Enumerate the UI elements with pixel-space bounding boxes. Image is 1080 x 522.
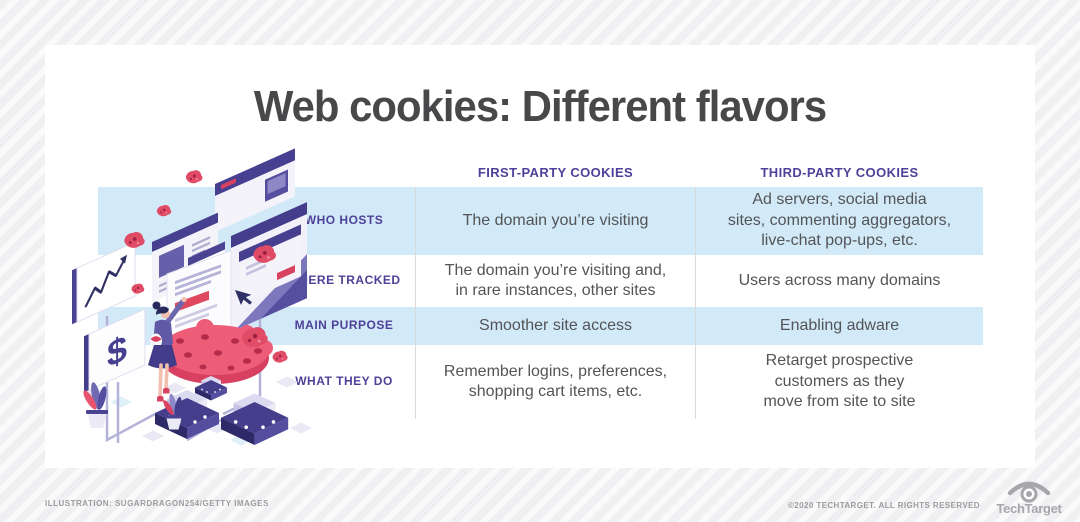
row-label-where-tracked: WHERE TRACKED: [287, 273, 401, 288]
cell-who-hosts-first-party: The domain you’re visiting: [415, 187, 696, 255]
techtarget-logo: TechTarget: [994, 479, 1064, 516]
column-header-third-party: THIRD-PARTY COOKIES: [760, 165, 919, 181]
page-title: Web cookies: Different flavors: [253, 82, 827, 131]
illustration-credit: ILLUSTRATION: SUGARDRAGON254/GETTY IMAGE…: [45, 499, 269, 508]
techtarget-wordmark: TechTarget: [996, 501, 1062, 516]
copyright-notice: ©2020 TECHTARGET. ALL RIGHTS RESERVED: [788, 501, 980, 510]
cell-where-tracked-third-party: Users across many domains: [738, 271, 941, 289]
cookies-comparison-table: FIRST-PARTY COOKIES THIRD-PARTY COOKIES …: [98, 160, 983, 419]
cell-where-tracked-first-party: The domain you’re visiting and, in rare …: [415, 255, 696, 307]
cell-who-hosts-third-party: Ad servers, social media sites, commenti…: [696, 187, 983, 255]
row-label-what-they-do: WHAT THEY DO: [295, 374, 393, 389]
row-label-main-purpose: MAIN PURPOSE: [98, 307, 415, 345]
cell-what-they-do-third-party: Retarget prospective customers as they m…: [763, 352, 916, 411]
cell-main-purpose-first-party: Smoother site access: [415, 307, 696, 345]
cell-what-they-do-first-party: Remember logins, preferences, shopping c…: [415, 345, 696, 419]
column-header-first-party: FIRST-PARTY COOKIES: [477, 165, 634, 181]
header-spacer: [98, 160, 415, 187]
eye-icon: [1007, 481, 1051, 503]
row-label-who-hosts: WHO HOSTS: [98, 187, 415, 255]
cell-main-purpose-third-party: Enabling adware: [696, 307, 983, 345]
